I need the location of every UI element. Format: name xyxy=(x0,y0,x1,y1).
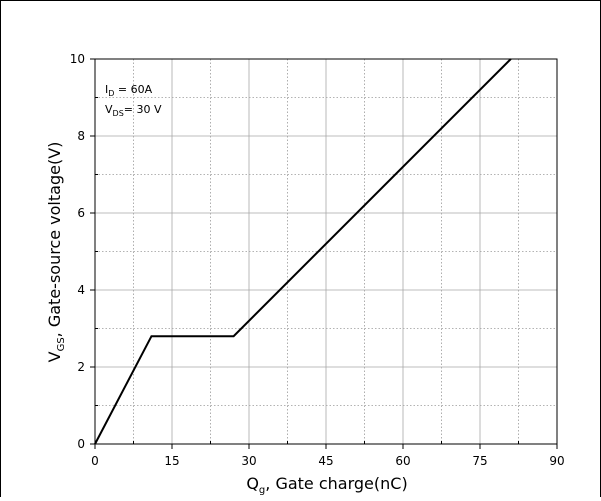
series-group xyxy=(94,58,512,445)
tick-labels: 0 15 30 45 60 75 90 0 2 4 6 8 10 xyxy=(70,52,565,468)
x-tick-label: 0 xyxy=(91,454,99,468)
x-tick-label: 75 xyxy=(472,454,487,468)
y-tick-label: 10 xyxy=(70,52,85,66)
y-tick-label: 8 xyxy=(77,129,85,143)
annotation-group: ID = 60A VDS= 30 V xyxy=(105,83,162,118)
y-tick-label: 2 xyxy=(77,360,85,374)
annotation-drain-current: ID = 60A xyxy=(105,83,153,98)
y-tick-label: 4 xyxy=(77,283,85,297)
grid-major xyxy=(95,59,557,444)
y-axis-title: VGS, Gate-source voltage(V) xyxy=(45,142,67,363)
gate-charge-curve xyxy=(94,58,512,445)
x-axis-title: Qg, Gate charge(nC) xyxy=(246,474,407,496)
x-tick-label: 90 xyxy=(549,454,564,468)
annotation-drain-source-voltage: VDS= 30 V xyxy=(105,103,162,118)
x-tick-label: 15 xyxy=(164,454,179,468)
x-tick-label: 60 xyxy=(395,454,410,468)
x-tick-label: 45 xyxy=(318,454,333,468)
x-tick-label: 30 xyxy=(241,454,256,468)
axis-ticks xyxy=(90,58,558,449)
y-tick-label: 6 xyxy=(77,206,85,220)
y-tick-label: 0 xyxy=(77,437,85,451)
